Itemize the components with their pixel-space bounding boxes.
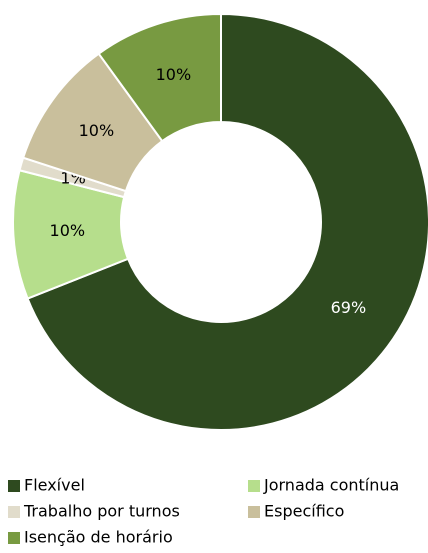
legend-swatch [248, 480, 260, 492]
legend-label: Flexível [24, 476, 85, 495]
legend-swatch [8, 480, 20, 492]
legend-label: Específico [264, 502, 344, 521]
slice [97, 12, 222, 143]
data-label: 69% [331, 298, 367, 317]
data-label: 10% [50, 221, 86, 240]
legend-label: Isenção de horário [24, 528, 173, 547]
slice [26, 12, 428, 431]
data-label: 10% [156, 65, 192, 84]
legend-swatch [248, 506, 260, 518]
legend-label: Jornada contínua [263, 476, 399, 495]
legend-swatch [8, 532, 20, 544]
legend-label: Trabalho por turnos [23, 502, 180, 521]
legend-swatch [8, 506, 20, 518]
data-label: 10% [79, 121, 115, 140]
